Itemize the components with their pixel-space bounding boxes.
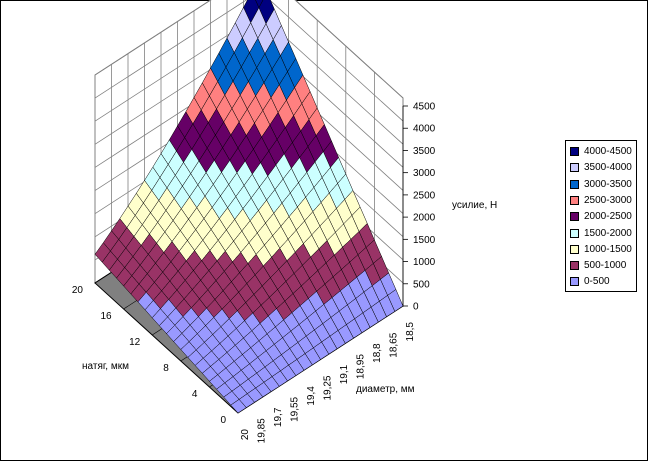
legend-swatch [570, 163, 579, 173]
legend-swatch [570, 228, 579, 238]
legend-swatch [570, 195, 579, 205]
surface-cell [230, 399, 247, 414]
legend-item: 2000-2500 [570, 209, 632, 224]
axis-ticks: 0 500 1000 1500 2000 2500 3000 3500 4000 4500 0 4 8 1… [72, 102, 436, 444]
legend-label: 500-1000 [584, 260, 627, 272]
legend-label: 2500-3000 [584, 194, 632, 206]
x-tick-label: 19,7 [273, 407, 284, 427]
x-tick-label: 18,5 [405, 322, 416, 342]
z-tick-label: 0 [413, 302, 419, 313]
y-tick-label: 16 [100, 311, 112, 322]
x-tick-label: 19,25 [323, 375, 334, 400]
y-axis-label: натяг, мкм [82, 361, 129, 372]
legend-label: 2000-2500 [584, 211, 632, 223]
legend-label: 1500-2000 [584, 227, 632, 239]
z-tick-label: 3500 [413, 146, 436, 157]
z-tick-label: 2000 [413, 213, 436, 224]
wall-gridline [94, 0, 404, 122]
legend-swatch [570, 261, 579, 271]
x-tick-label: 19,1 [339, 364, 350, 384]
x-tick-label: 20 [240, 429, 251, 441]
legend-swatch [570, 277, 579, 287]
z-tick-label: 4000 [413, 124, 436, 135]
legend-item: 3500-4000 [570, 160, 632, 175]
legend-item: 4000-4500 [570, 144, 632, 159]
x-tick-label: 19,55 [290, 396, 301, 421]
x-tick-label: 19,4 [306, 386, 317, 406]
legend-item: 500-1000 [570, 258, 626, 273]
legend: 4000-4500 3500-4000 3000-3500 2500-3000 2000… [565, 140, 637, 292]
y-tick-label: 4 [192, 389, 198, 400]
legend-item: 2500-3000 [570, 193, 632, 208]
legend-label: 1000-1500 [584, 243, 632, 255]
legend-swatch [570, 147, 579, 156]
legend-swatch [570, 179, 579, 189]
x-tick-label: 18,8 [372, 343, 383, 363]
z-tick-label: 4500 [413, 102, 436, 113]
z-tick-label: 1500 [413, 235, 436, 246]
z-axis-label: усилие, Н [452, 200, 497, 211]
y-tick-label: 12 [129, 337, 141, 348]
legend-label: 3000-3500 [584, 178, 632, 190]
legend-swatch [570, 212, 579, 222]
z-tick-label: 1000 [413, 257, 436, 268]
y-tick-label: 0 [220, 415, 226, 426]
legend-label: 4000-4500 [584, 146, 632, 157]
legend-item: 3000-3500 [570, 177, 632, 192]
x-tick-label: 18,65 [389, 332, 400, 357]
z-tick-label: 3000 [413, 168, 436, 179]
wall-gridline [94, 0, 404, 99]
surface-mesh [94, 0, 404, 414]
y-tick-label: 8 [163, 363, 169, 374]
x-tick-label: 19,85 [257, 418, 268, 443]
z-tick-label: 500 [413, 279, 430, 290]
y-tick-label: 20 [72, 285, 84, 296]
x-tick-label: 18,95 [356, 354, 367, 379]
legend-item: 1500-2000 [570, 226, 632, 241]
surface-cell [255, 0, 264, 9]
legend-label: 0-500 [584, 276, 610, 288]
legend-swatch [570, 244, 579, 254]
legend-item: 1000-1500 [570, 242, 632, 257]
legend-item: 0-500 [570, 274, 610, 289]
legend-label: 3500-4000 [584, 162, 632, 174]
x-axis-label: диаметр, мм [356, 384, 415, 395]
z-tick-label: 2500 [413, 190, 436, 201]
